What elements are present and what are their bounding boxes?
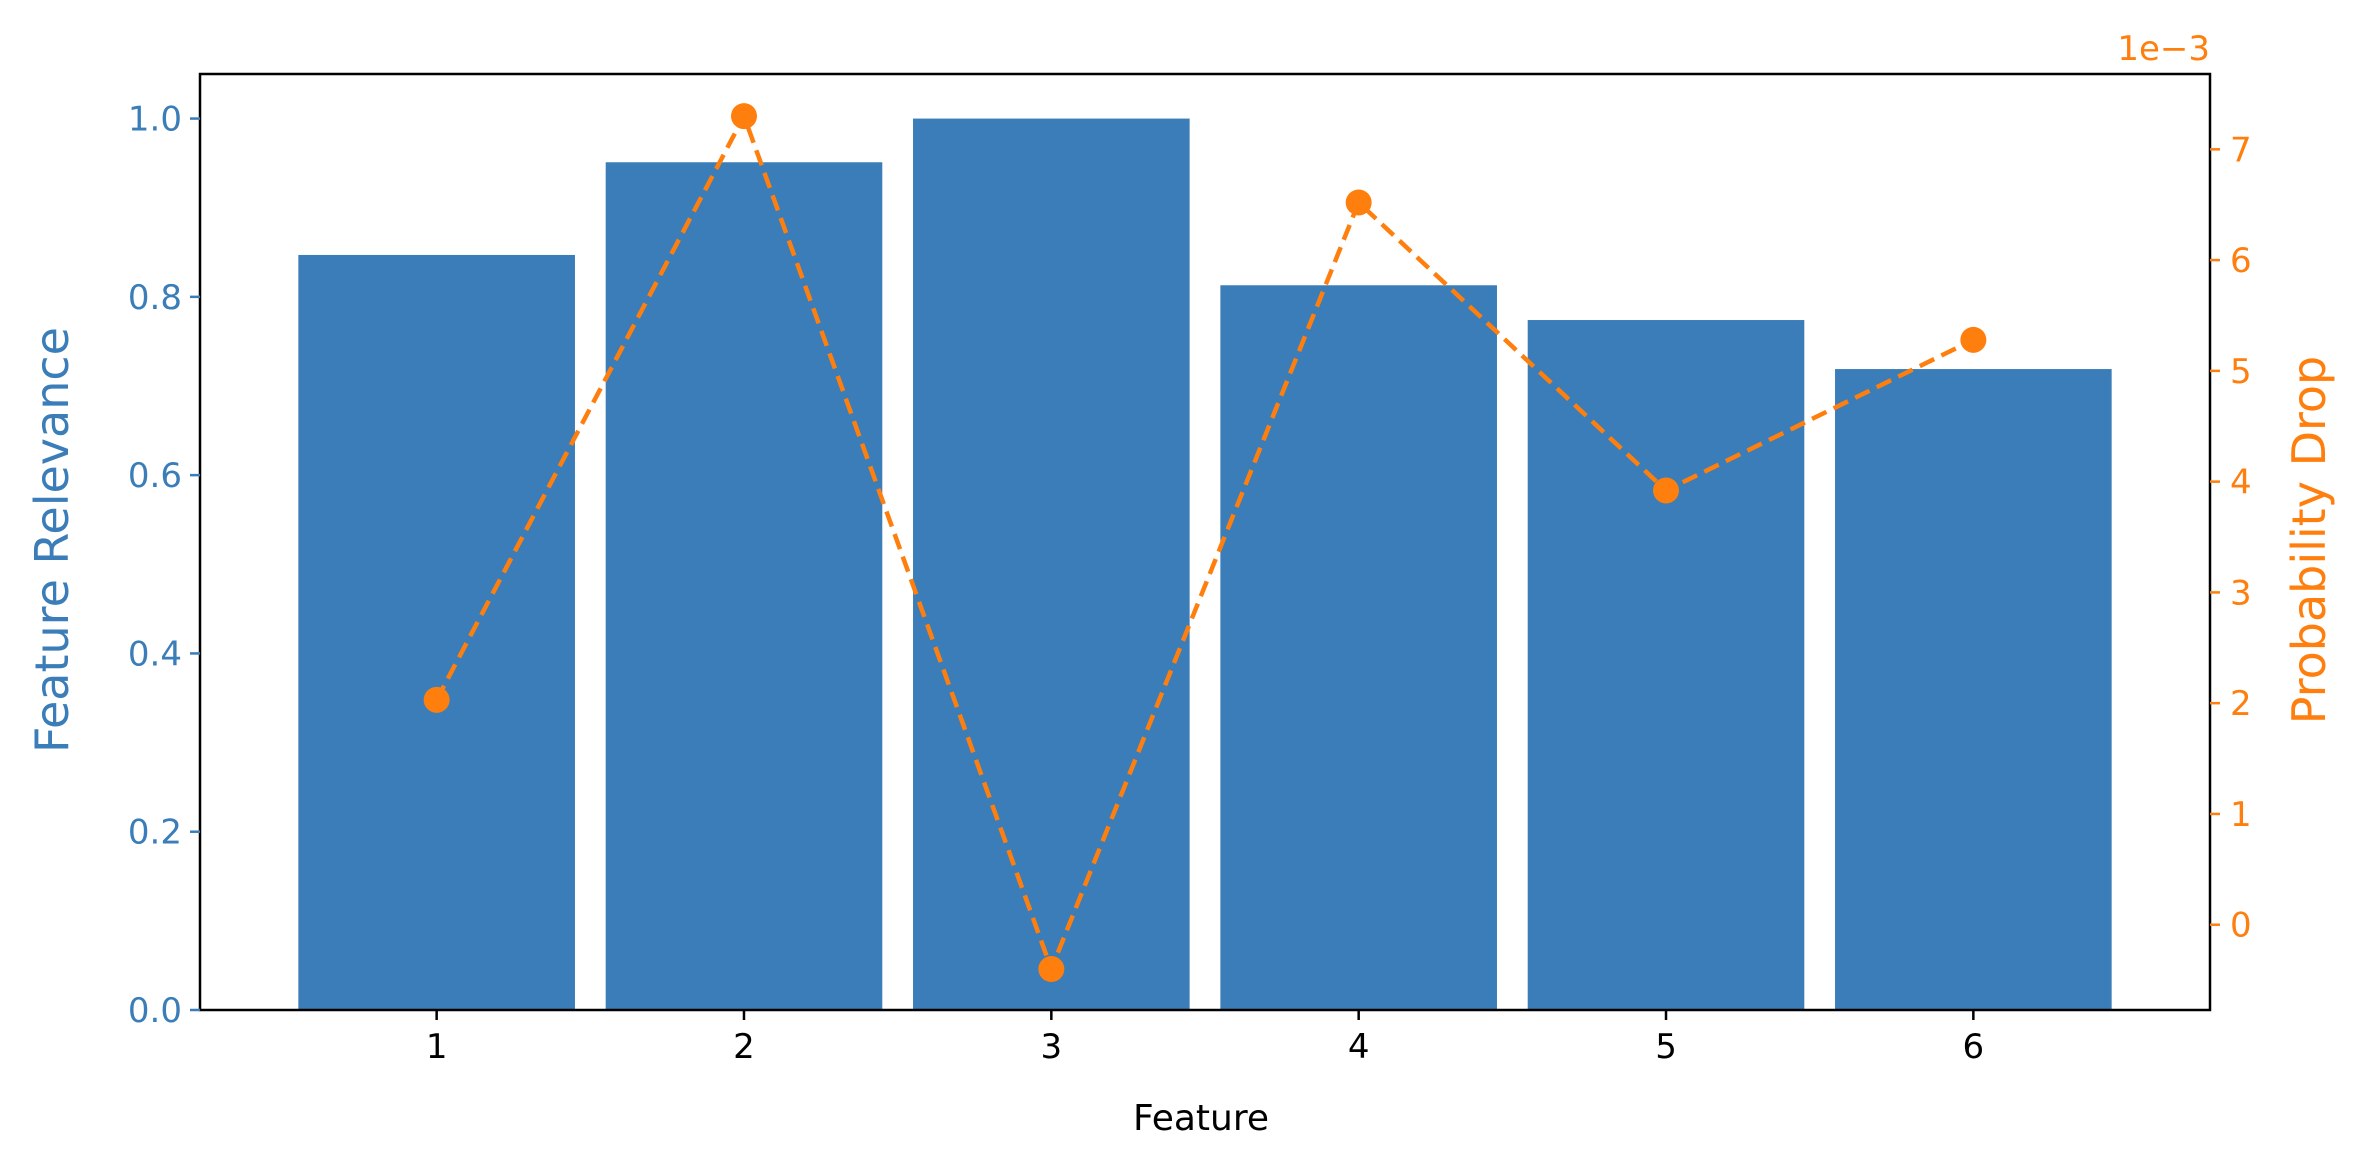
left-tick-label: 0.8 xyxy=(128,278,182,318)
x-axis-ticks: 1 2 3 4 5 6 xyxy=(426,1010,1984,1067)
right-tick-label: 7 xyxy=(2230,130,2252,170)
bar-feature-5 xyxy=(1527,320,1805,1010)
bar-feature-2 xyxy=(605,162,883,1010)
right-axis-offset-text: 1e−3 xyxy=(2117,29,2210,69)
right-axis-label: Probability Drop xyxy=(2282,356,2336,724)
point-feature-4 xyxy=(1345,189,1372,216)
left-axis-ticks: 0.0 0.2 0.4 0.6 0.8 1.0 xyxy=(128,100,200,1031)
point-feature-6 xyxy=(1960,326,1987,353)
probability-drop-line xyxy=(434,110,1975,976)
x-tick-label: 4 xyxy=(1348,1027,1370,1067)
right-tick-label: 4 xyxy=(2230,463,2252,503)
left-tick-label: 0.2 xyxy=(128,813,182,853)
bar-feature-6 xyxy=(1835,369,2112,1010)
right-tick-label: 6 xyxy=(2230,241,2252,281)
point-feature-3 xyxy=(1038,956,1065,983)
plot-frame xyxy=(198,72,2212,1012)
x-tick-label: 6 xyxy=(1963,1027,1985,1067)
left-tick-label: 0.6 xyxy=(128,456,182,496)
point-feature-2 xyxy=(730,103,757,130)
x-tick-label: 3 xyxy=(1041,1027,1063,1067)
line-series xyxy=(423,103,1987,983)
right-tick-label: 0 xyxy=(2230,906,2252,946)
right-tick-label: 2 xyxy=(2230,684,2252,724)
left-tick-label: 1.0 xyxy=(128,100,182,140)
x-tick-label: 1 xyxy=(426,1027,448,1067)
right-axis-ticks: 0 1 2 3 4 5 6 7 xyxy=(2210,130,2252,946)
x-tick-label: 5 xyxy=(1655,1027,1677,1067)
right-tick-label: 3 xyxy=(2230,573,2252,613)
point-feature-5 xyxy=(1653,477,1680,504)
right-tick-label: 1 xyxy=(2230,795,2252,835)
bar-feature-1 xyxy=(298,254,575,1010)
right-tick-label: 5 xyxy=(2230,352,2252,392)
left-axis-label: Feature Relevance xyxy=(25,327,79,753)
left-tick-label: 0.0 xyxy=(128,991,182,1031)
left-tick-label: 0.4 xyxy=(128,634,182,674)
x-axis-label: Feature xyxy=(1133,1098,1269,1139)
bar-feature-4 xyxy=(1220,285,1497,1011)
bar-series xyxy=(298,118,2112,1011)
x-tick-label: 2 xyxy=(733,1027,755,1067)
bar-feature-3 xyxy=(913,118,1190,1011)
point-feature-1 xyxy=(423,686,450,713)
